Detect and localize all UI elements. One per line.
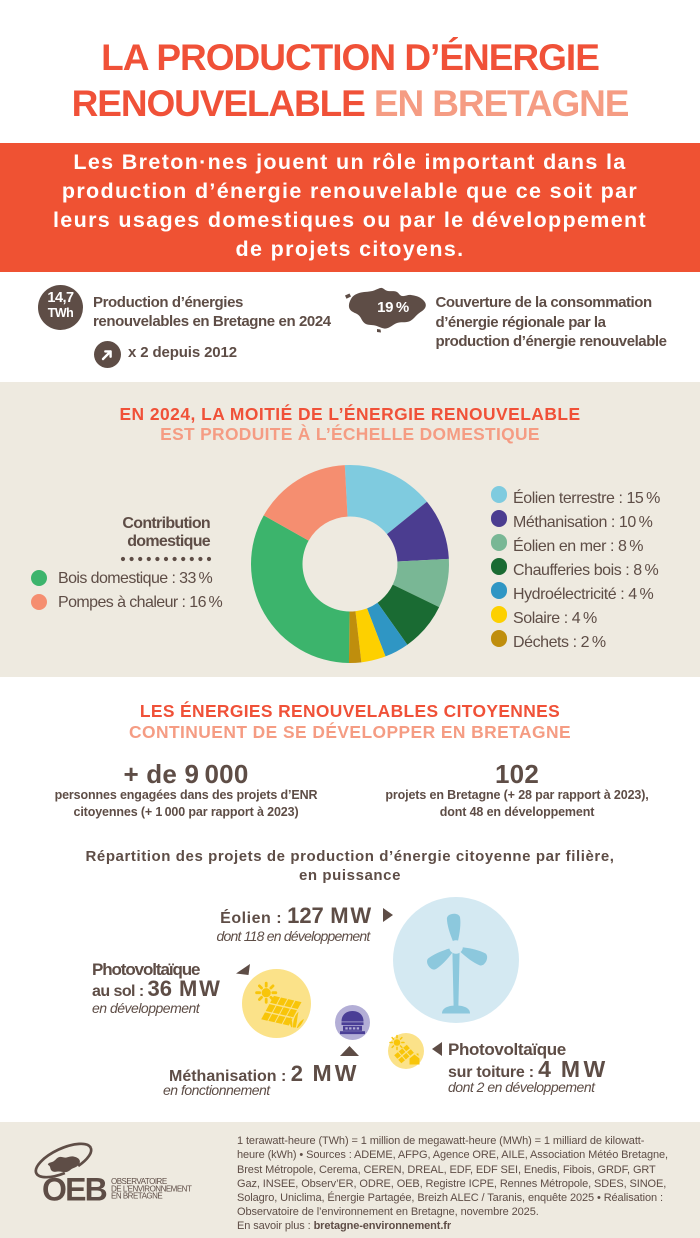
svg-text:EN BRETAGNE: EN BRETAGNE xyxy=(111,1192,162,1201)
svg-text:OEB: OEB xyxy=(42,1172,107,1208)
svg-text:DE L’ENVIRONNEMENT: DE L’ENVIRONNEMENT xyxy=(111,1184,192,1193)
svg-text:OBSERVATOIRE: OBSERVATOIRE xyxy=(111,1177,167,1186)
